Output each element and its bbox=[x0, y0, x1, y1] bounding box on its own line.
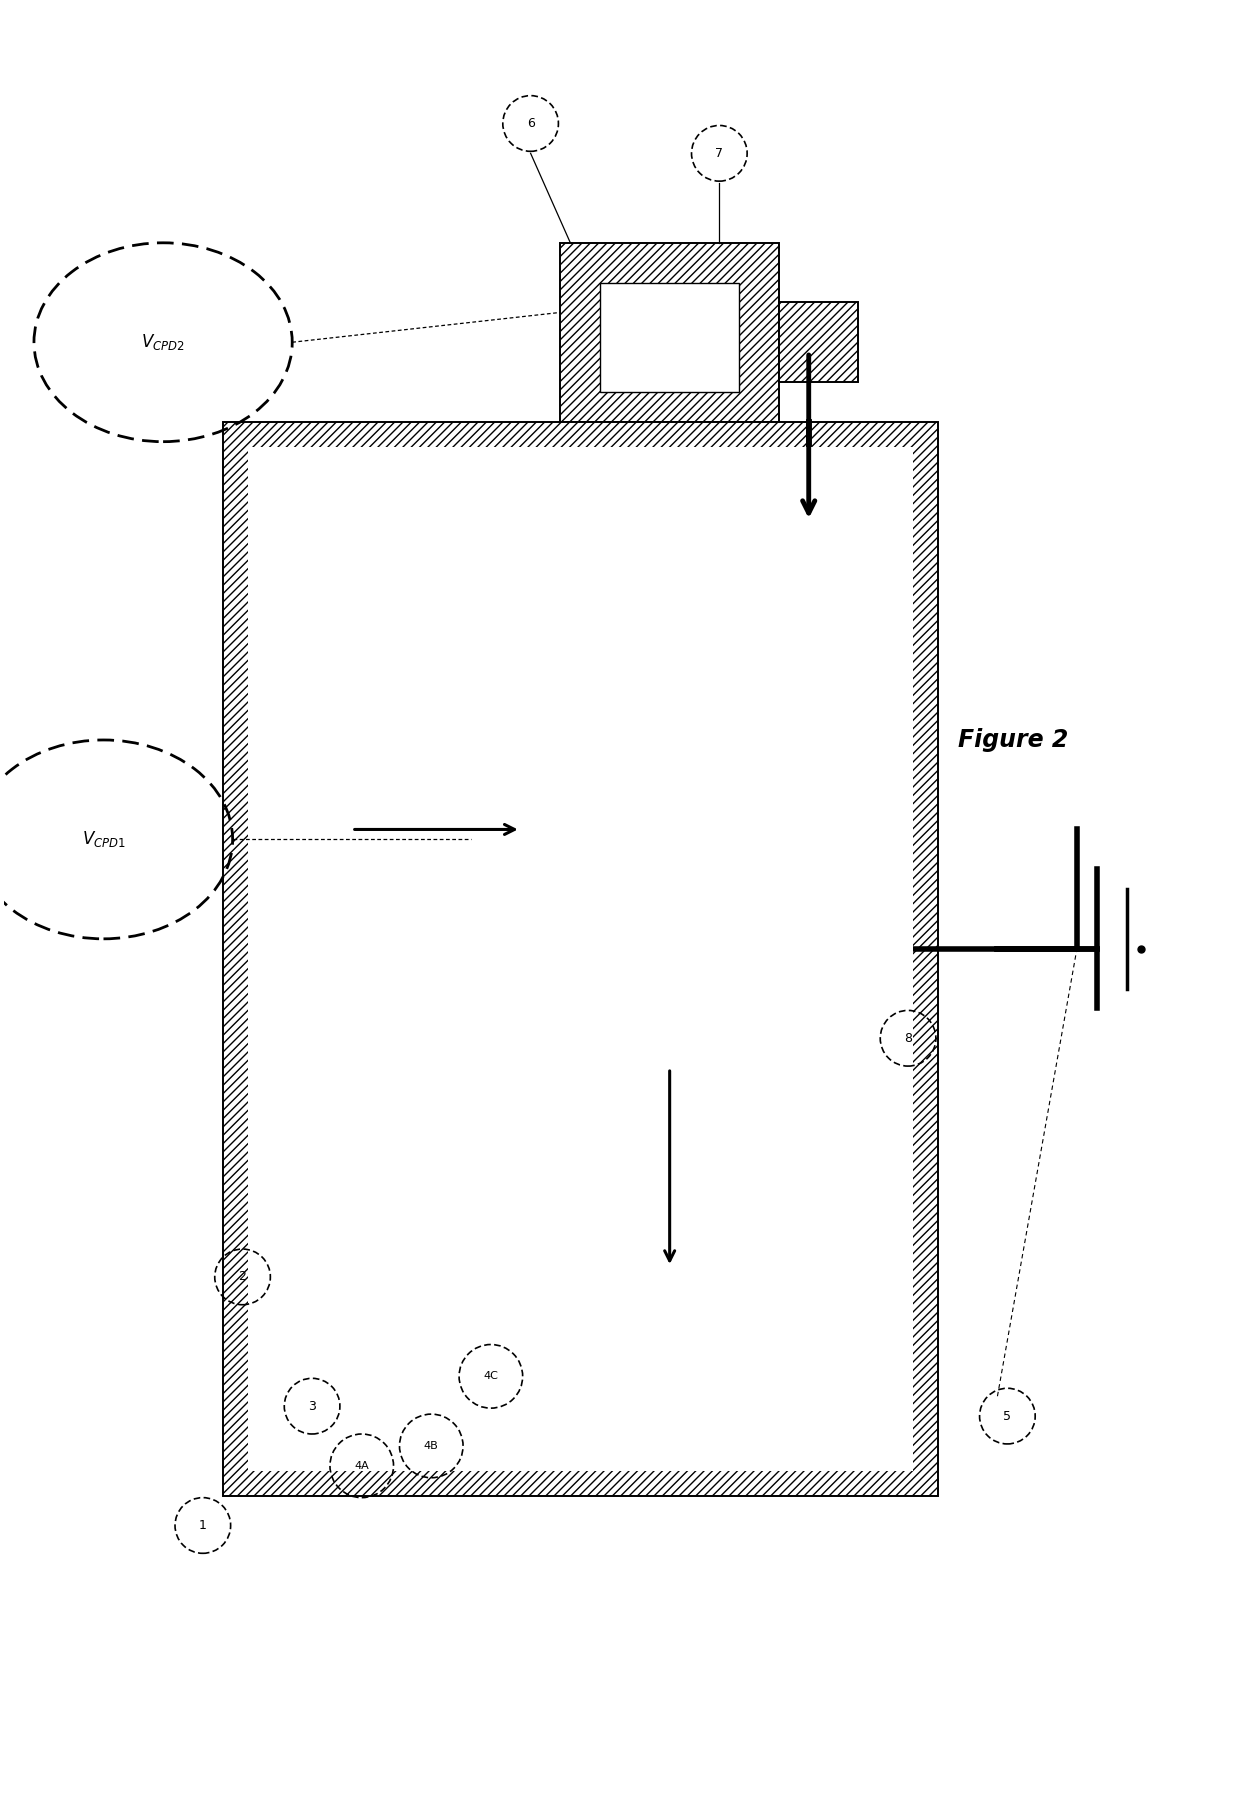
Text: $V_{CPD2}$: $V_{CPD2}$ bbox=[141, 333, 185, 353]
Bar bbox=[560, 244, 779, 422]
Bar bbox=[223, 422, 937, 1496]
Bar bbox=[779, 302, 858, 382]
Text: 4C: 4C bbox=[484, 1371, 498, 1382]
Text: 8: 8 bbox=[904, 1033, 913, 1045]
Text: 5: 5 bbox=[1003, 1409, 1012, 1423]
Text: 4B: 4B bbox=[424, 1442, 439, 1451]
Bar bbox=[642, 969, 697, 1009]
Text: $V_{CPD1}$: $V_{CPD1}$ bbox=[82, 829, 125, 849]
Text: Figure 2: Figure 2 bbox=[957, 727, 1068, 753]
Bar bbox=[600, 282, 739, 393]
Bar bbox=[620, 938, 719, 1316]
Bar bbox=[779, 829, 838, 909]
Bar bbox=[501, 785, 660, 934]
Text: 6: 6 bbox=[527, 116, 534, 129]
Bar bbox=[630, 958, 709, 1018]
Text: 2: 2 bbox=[238, 1271, 247, 1284]
Bar bbox=[689, 809, 739, 909]
Text: 3: 3 bbox=[309, 1400, 316, 1413]
Bar bbox=[799, 844, 823, 900]
Text: 4A: 4A bbox=[355, 1462, 370, 1471]
Bar bbox=[471, 760, 689, 958]
Bar bbox=[248, 447, 913, 1471]
Bar bbox=[640, 958, 699, 1296]
Text: 1: 1 bbox=[198, 1520, 207, 1533]
Text: 7: 7 bbox=[715, 147, 723, 160]
